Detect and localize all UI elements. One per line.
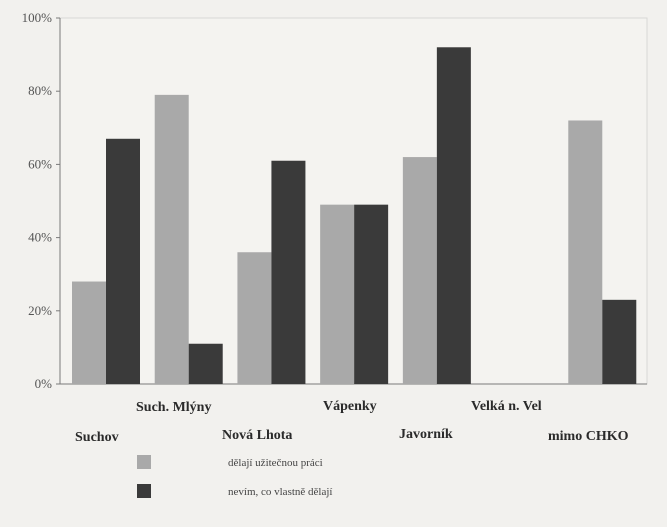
legend: dělají užitečnou práci nevím, co vlastně … — [137, 455, 332, 498]
y-tick-label: 80% — [28, 83, 52, 98]
bar-dontknow-6 — [602, 299, 637, 384]
x-category-label: Vápenky — [323, 399, 377, 414]
bar-useful-2 — [237, 252, 272, 384]
bars — [72, 47, 637, 385]
bar-useful-1 — [154, 94, 189, 385]
legend-label: nevím, co vlastně dělají — [228, 486, 332, 498]
x-category-label: Velká n. Vel — [471, 399, 542, 414]
x-category-label: Suchov — [75, 430, 119, 445]
legend-swatch — [137, 484, 151, 498]
bar-dontknow-2 — [271, 160, 306, 384]
bar-dontknow-3 — [354, 204, 389, 384]
x-category-label: Nová Lhota — [222, 428, 292, 443]
category-labels: Suchov Such. Mlýny Nová Lhota Vápenky Javorn… — [75, 399, 629, 445]
bar-dontknow-0 — [106, 138, 140, 384]
bar-useful-4 — [402, 157, 437, 384]
bar-useful-0 — [72, 281, 106, 384]
y-tick-label: 60% — [28, 156, 52, 171]
bar-useful-6 — [568, 120, 603, 384]
y-tick-label: 20% — [28, 303, 52, 318]
bar-dontknow-1 — [188, 343, 223, 384]
x-category-label: Javorník — [399, 427, 453, 442]
x-category-label: Such. Mlýny — [136, 400, 211, 415]
y-tick-label: 0% — [35, 376, 53, 391]
x-category-label: mimo CHKO — [548, 429, 629, 444]
legend-swatch — [137, 455, 151, 469]
bar-useful-3 — [320, 204, 355, 384]
y-tick-label: 40% — [28, 230, 52, 245]
bar-dontknow-4 — [436, 47, 471, 384]
legend-label: dělají užitečnou práci — [228, 457, 323, 469]
y-tick-label: 100% — [22, 10, 53, 25]
